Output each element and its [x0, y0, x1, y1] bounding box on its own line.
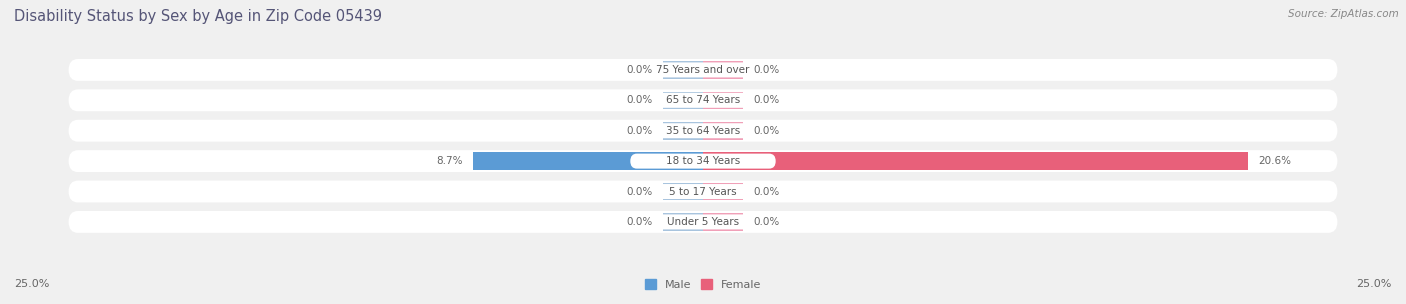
Text: 0.0%: 0.0%: [627, 65, 652, 75]
FancyBboxPatch shape: [69, 89, 1337, 111]
Text: 0.0%: 0.0%: [754, 217, 779, 227]
Text: 0.0%: 0.0%: [754, 65, 779, 75]
Bar: [703, 213, 742, 231]
Text: 0.0%: 0.0%: [627, 126, 652, 136]
Text: 25.0%: 25.0%: [1357, 279, 1392, 289]
Text: 0.0%: 0.0%: [754, 126, 779, 136]
FancyBboxPatch shape: [69, 181, 1337, 202]
Text: 0.0%: 0.0%: [627, 187, 652, 196]
Text: 0.0%: 0.0%: [754, 187, 779, 196]
Text: Disability Status by Sex by Age in Zip Code 05439: Disability Status by Sex by Age in Zip C…: [14, 9, 382, 24]
Text: 65 to 74 Years: 65 to 74 Years: [666, 95, 740, 105]
FancyBboxPatch shape: [630, 62, 776, 78]
Text: 20.6%: 20.6%: [1258, 156, 1291, 166]
Bar: [664, 92, 703, 109]
FancyBboxPatch shape: [69, 120, 1337, 142]
FancyBboxPatch shape: [630, 154, 776, 169]
Text: 8.7%: 8.7%: [436, 156, 463, 166]
FancyBboxPatch shape: [630, 93, 776, 108]
Text: 0.0%: 0.0%: [627, 95, 652, 105]
FancyBboxPatch shape: [69, 59, 1337, 81]
Bar: [703, 152, 1247, 170]
FancyBboxPatch shape: [630, 184, 776, 199]
FancyBboxPatch shape: [630, 214, 776, 230]
Text: 18 to 34 Years: 18 to 34 Years: [666, 156, 740, 166]
Text: 0.0%: 0.0%: [754, 95, 779, 105]
Bar: [664, 183, 703, 200]
Text: 5 to 17 Years: 5 to 17 Years: [669, 187, 737, 196]
FancyBboxPatch shape: [630, 123, 776, 138]
Bar: [664, 122, 703, 140]
Legend: Male, Female: Male, Female: [645, 279, 761, 290]
Bar: [703, 122, 742, 140]
Bar: [664, 61, 703, 79]
Bar: [664, 213, 703, 231]
Bar: [703, 61, 742, 79]
Text: 35 to 64 Years: 35 to 64 Years: [666, 126, 740, 136]
Text: Under 5 Years: Under 5 Years: [666, 217, 740, 227]
Bar: [472, 152, 703, 170]
Text: 0.0%: 0.0%: [627, 217, 652, 227]
Bar: [703, 92, 742, 109]
Text: Source: ZipAtlas.com: Source: ZipAtlas.com: [1288, 9, 1399, 19]
Text: 75 Years and over: 75 Years and over: [657, 65, 749, 75]
FancyBboxPatch shape: [69, 150, 1337, 172]
FancyBboxPatch shape: [69, 211, 1337, 233]
Bar: [703, 183, 742, 200]
Text: 25.0%: 25.0%: [14, 279, 49, 289]
